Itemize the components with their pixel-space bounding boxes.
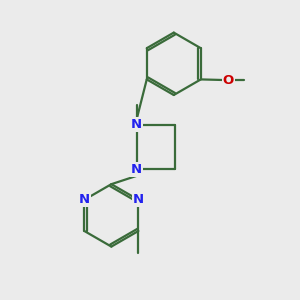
Text: N: N xyxy=(79,193,90,206)
Text: O: O xyxy=(223,74,234,86)
Text: N: N xyxy=(133,193,144,206)
Text: N: N xyxy=(131,163,142,176)
Text: N: N xyxy=(131,118,142,131)
